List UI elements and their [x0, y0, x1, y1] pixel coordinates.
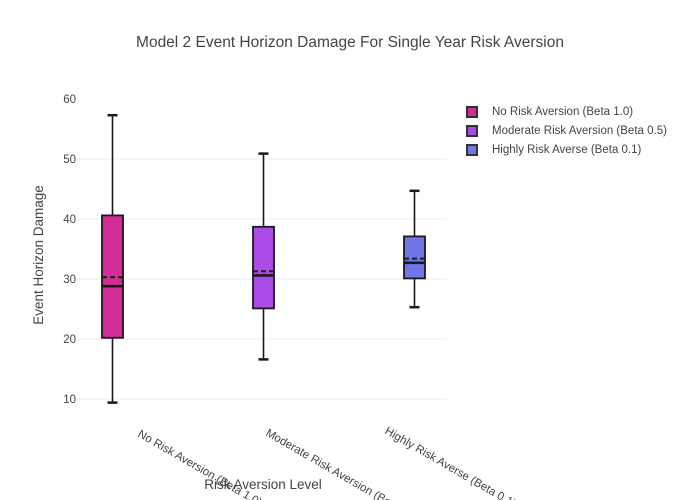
y-tick-label-10: 10	[63, 394, 76, 406]
legend-item-2[interactable]: Highly Risk Averse (Beta 0.1)	[466, 140, 667, 159]
legend-label-0: No Risk Aversion (Beta 1.0)	[492, 105, 634, 118]
box-1[interactable]	[252, 225, 275, 310]
legend-swatch-icon-2	[466, 143, 478, 156]
legend-label-2: Highly Risk Averse (Beta 0.1)	[492, 143, 642, 156]
y-tick-label-40: 40	[63, 214, 76, 226]
legend-swatch-icon-0	[466, 105, 478, 118]
legend-item-1[interactable]: Moderate Risk Aversion (Beta 0.5)	[466, 121, 667, 140]
legend-item-0[interactable]: No Risk Aversion (Beta 1.0)	[466, 102, 667, 121]
y-tick-label-20: 20	[63, 334, 76, 346]
chart-title: Model 2 Event Horizon Damage For Single …	[136, 34, 564, 51]
y-axis-title: Event Horizon Damage	[31, 185, 46, 325]
x-axis-title: Risk Aversion Level	[204, 477, 322, 492]
legend-swatch-icon-1	[466, 124, 478, 137]
y-tick-label-50: 50	[63, 154, 76, 166]
box-2[interactable]	[403, 235, 426, 280]
y-tick-label-30: 30	[63, 274, 76, 286]
legend-label-1: Moderate Risk Aversion (Beta 0.5)	[492, 124, 667, 137]
y-tick-label-60: 60	[63, 94, 76, 106]
legend: No Risk Aversion (Beta 1.0) Moderate Risk…	[466, 102, 667, 159]
